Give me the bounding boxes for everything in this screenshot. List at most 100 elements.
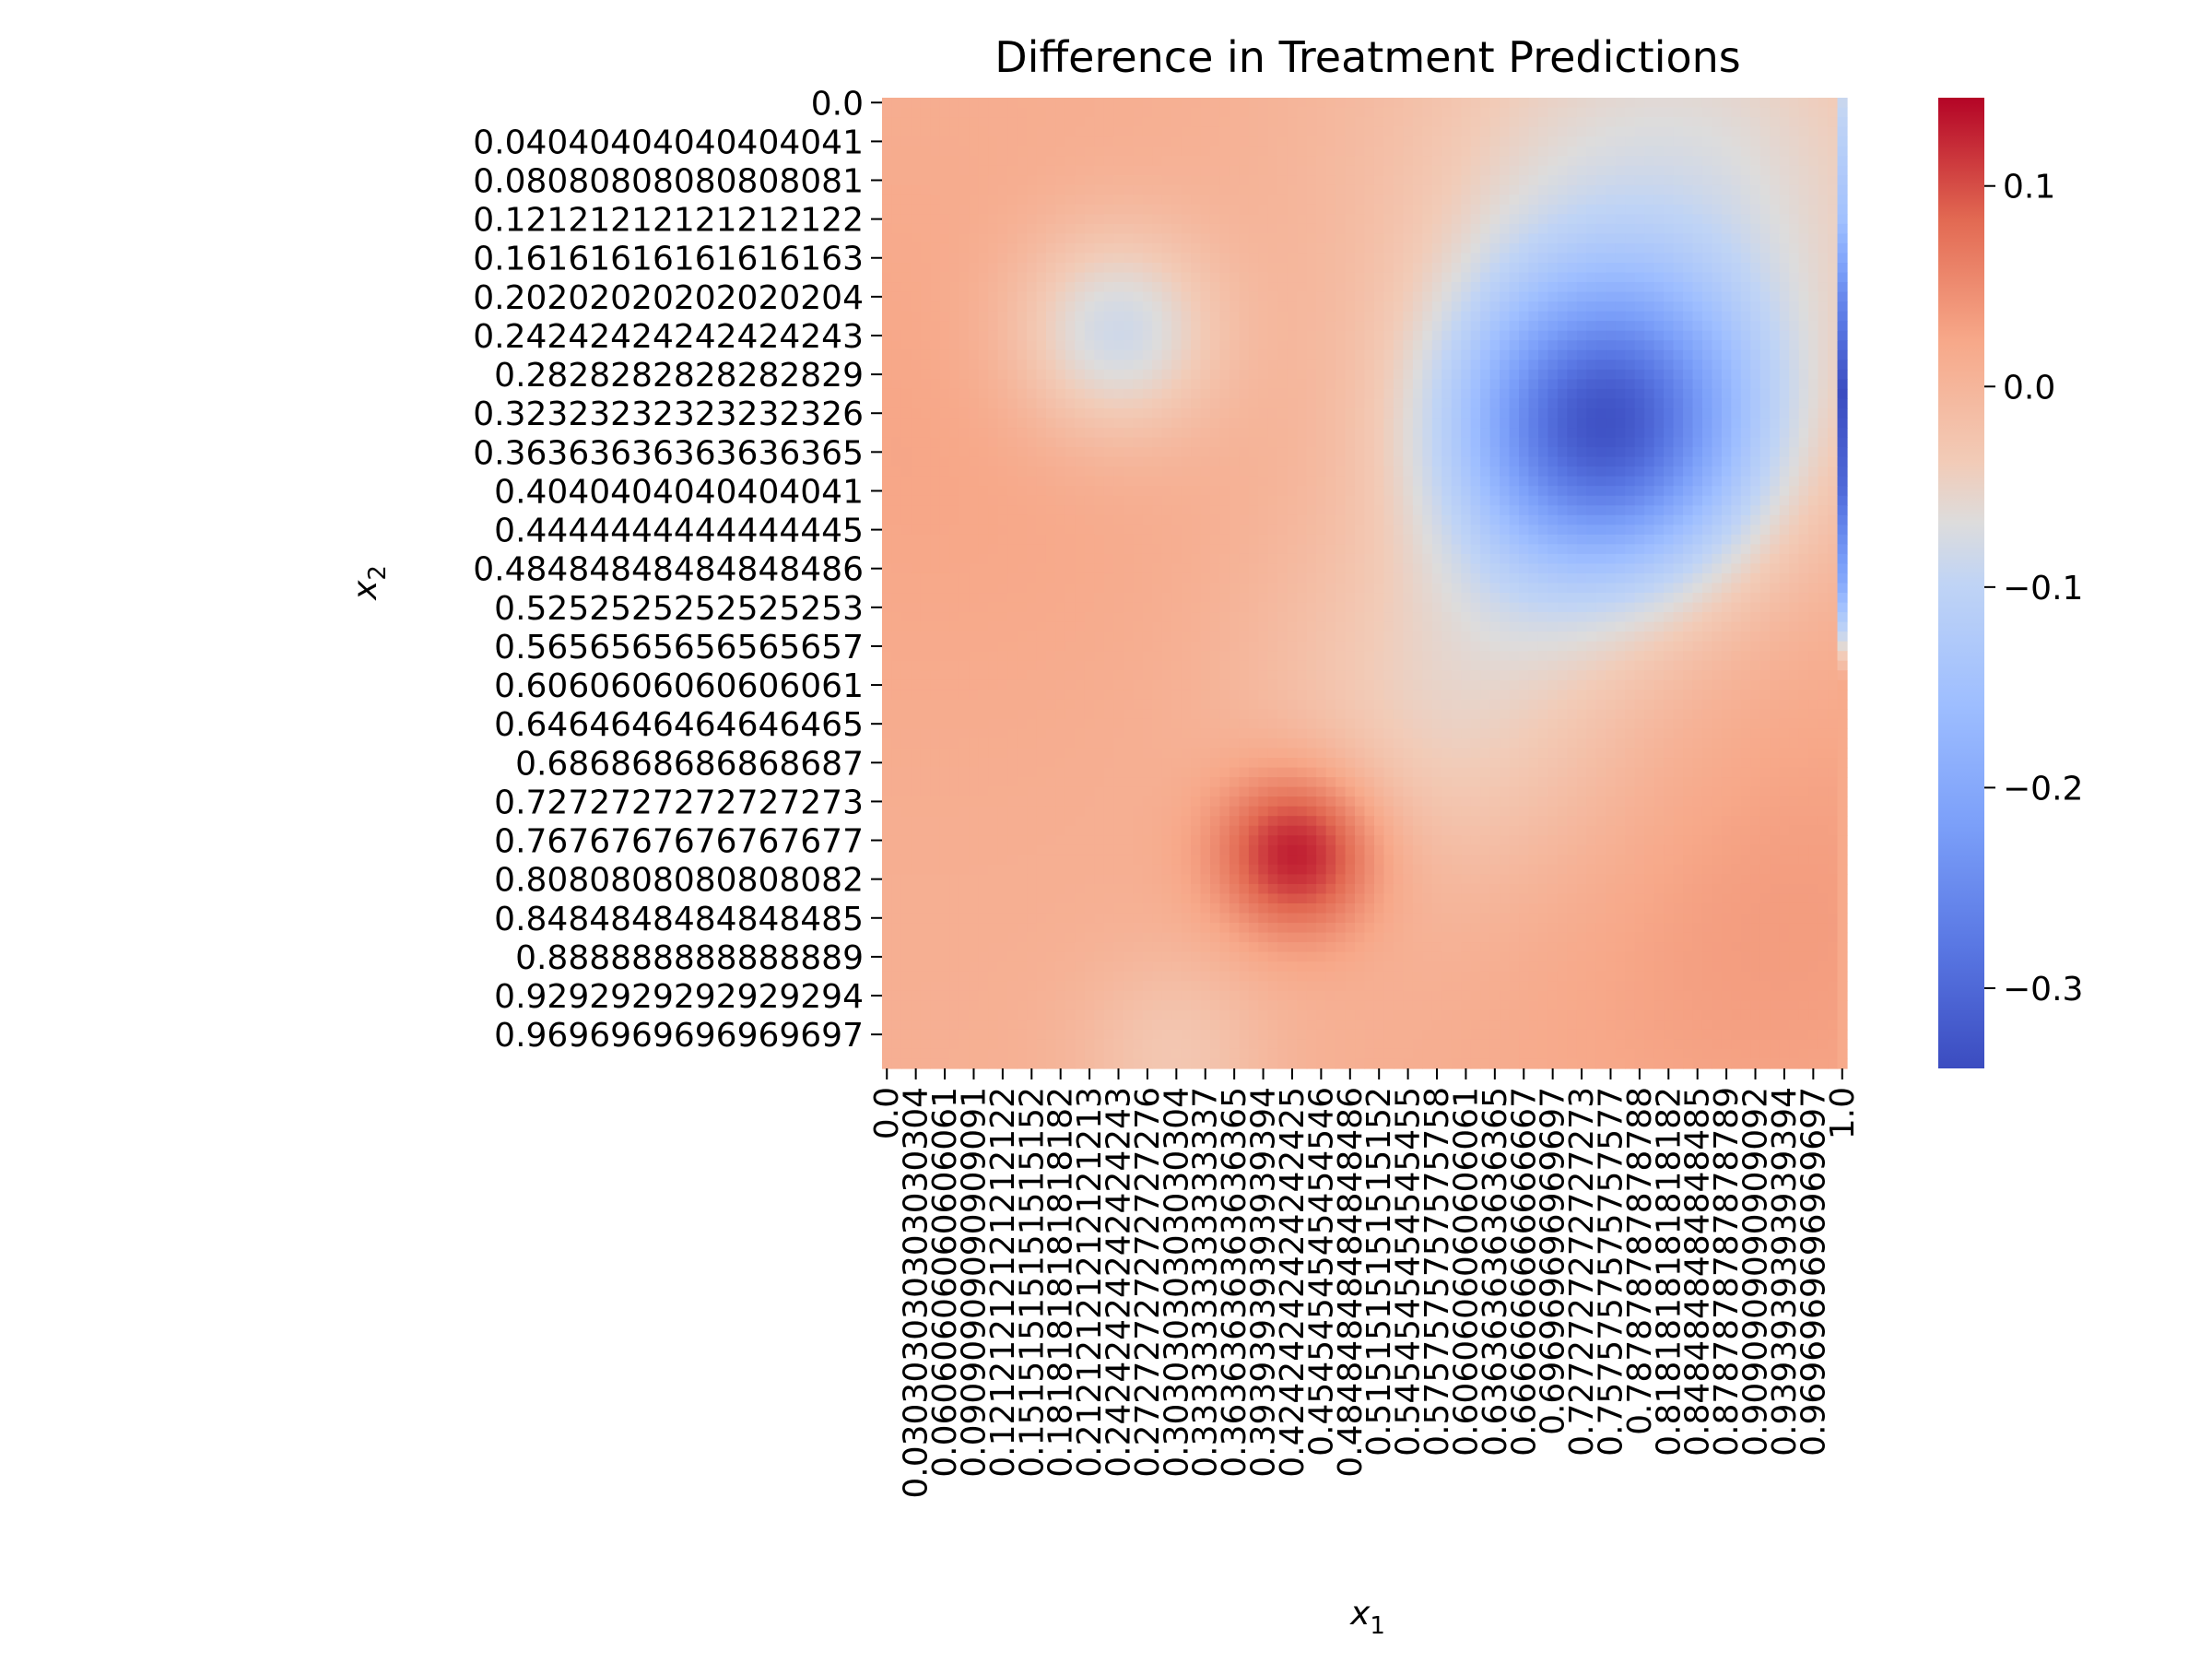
heatmap-cell [1431, 466, 1442, 478]
heatmap-cell [1808, 156, 1819, 167]
heatmap-cell [1673, 418, 1684, 429]
heatmap-cell [1065, 146, 1076, 157]
heatmap-cell [988, 486, 999, 497]
heatmap-cell [930, 525, 941, 536]
heatmap-cell [1731, 214, 1742, 225]
heatmap-cell [1692, 495, 1703, 506]
heatmap-cell [1267, 514, 1278, 525]
heatmap-cell [1567, 146, 1578, 157]
heatmap-cell [1075, 340, 1086, 351]
heatmap-cell [1103, 223, 1114, 235]
heatmap-cell [1653, 456, 1665, 467]
heatmap-cell [911, 544, 922, 555]
heatmap-cell [1606, 505, 1617, 516]
heatmap-cell [1161, 447, 1172, 458]
heatmap-cell [1567, 223, 1578, 235]
heatmap-cell [1123, 146, 1134, 157]
heatmap-cell [1576, 233, 1587, 244]
heatmap-cell [1113, 263, 1124, 274]
heatmap-cell [1673, 311, 1684, 322]
heatmap-cell [1075, 456, 1086, 467]
heatmap-cell [1489, 175, 1500, 186]
heatmap-cell [1615, 437, 1626, 448]
heatmap-cell [1219, 233, 1230, 244]
heatmap-cell [1412, 311, 1423, 322]
heatmap-cell [1113, 398, 1124, 409]
heatmap-cell [1606, 175, 1617, 186]
heatmap-cell [1171, 379, 1182, 390]
heatmap-cell [1798, 572, 1809, 584]
heatmap-cell [1770, 242, 1781, 254]
heatmap-cell [920, 301, 931, 313]
heatmap-cell [1470, 340, 1481, 351]
heatmap-cell [920, 214, 931, 225]
heatmap-cell [1123, 476, 1134, 487]
heatmap-cell [1017, 447, 1028, 458]
heatmap-cell [1075, 175, 1086, 186]
heatmap-cell [1519, 301, 1530, 313]
heatmap-cell [1065, 553, 1076, 565]
heatmap-cell [1595, 291, 1606, 302]
heatmap-cell [1692, 263, 1703, 274]
heatmap-cell [1383, 136, 1394, 147]
heatmap-cell [1161, 223, 1172, 235]
heatmap-cell [1750, 126, 1761, 137]
heatmap-cell [1335, 223, 1347, 235]
heatmap-cell [1740, 291, 1751, 302]
heatmap-cell [1576, 195, 1587, 206]
heatmap-cell [1470, 553, 1481, 565]
heatmap-cell [1316, 340, 1327, 351]
heatmap-cell [1701, 514, 1713, 525]
heatmap-cell [1287, 204, 1298, 215]
heatmap-cell [920, 369, 931, 380]
heatmap-cell [1731, 534, 1742, 545]
heatmap-cell [1142, 146, 1153, 157]
heatmap-cell [1557, 263, 1568, 274]
heatmap-cell [1557, 407, 1568, 419]
heatmap-cell [978, 388, 989, 400]
heatmap-cell [1606, 563, 1617, 574]
heatmap-cell [1075, 369, 1086, 380]
heatmap-cell [1625, 553, 1636, 565]
heatmap-cell [1606, 525, 1617, 536]
heatmap-cell [1364, 447, 1375, 458]
heatmap-cell [891, 146, 902, 157]
heatmap-cell [1683, 349, 1694, 360]
heatmap-cell [1519, 388, 1530, 400]
heatmap-cell [1595, 321, 1606, 332]
heatmap-cell [1828, 349, 1839, 360]
heatmap-cell [1152, 407, 1163, 419]
heatmap-cell [1209, 214, 1221, 225]
heatmap-cell [1750, 175, 1761, 186]
heatmap-cell [1200, 136, 1211, 147]
heatmap-cell [997, 340, 1008, 351]
heatmap-cell [1528, 544, 1539, 555]
heatmap-cell [1509, 349, 1520, 360]
heatmap-cell [1181, 572, 1192, 584]
heatmap-cell [1431, 572, 1442, 584]
heatmap-cell [978, 184, 989, 195]
heatmap-cell [1770, 136, 1781, 147]
heatmap-cell [1595, 369, 1606, 380]
heatmap-cell [1113, 156, 1124, 167]
heatmap-cell [1287, 311, 1298, 322]
heatmap-cell [1229, 360, 1240, 371]
heatmap-cell [1123, 486, 1134, 497]
heatmap-cell [1750, 388, 1761, 400]
heatmap-cell [1027, 544, 1038, 555]
heatmap-cell [1412, 184, 1423, 195]
heatmap-cell [1489, 407, 1500, 419]
heatmap-cell [1219, 369, 1230, 380]
heatmap-cell [1152, 466, 1163, 478]
heatmap-cell [1509, 476, 1520, 487]
heatmap-cell [1489, 214, 1500, 225]
heatmap-cell [1731, 505, 1742, 516]
heatmap-cell [920, 525, 931, 536]
heatmap-cell [1528, 505, 1539, 516]
heatmap-cell [1017, 165, 1028, 176]
heatmap-cell [1084, 117, 1095, 128]
heatmap-cell [1373, 447, 1385, 458]
heatmap-cell [1789, 553, 1800, 565]
heatmap-cell [1567, 340, 1578, 351]
heatmap-cell [1248, 204, 1259, 215]
